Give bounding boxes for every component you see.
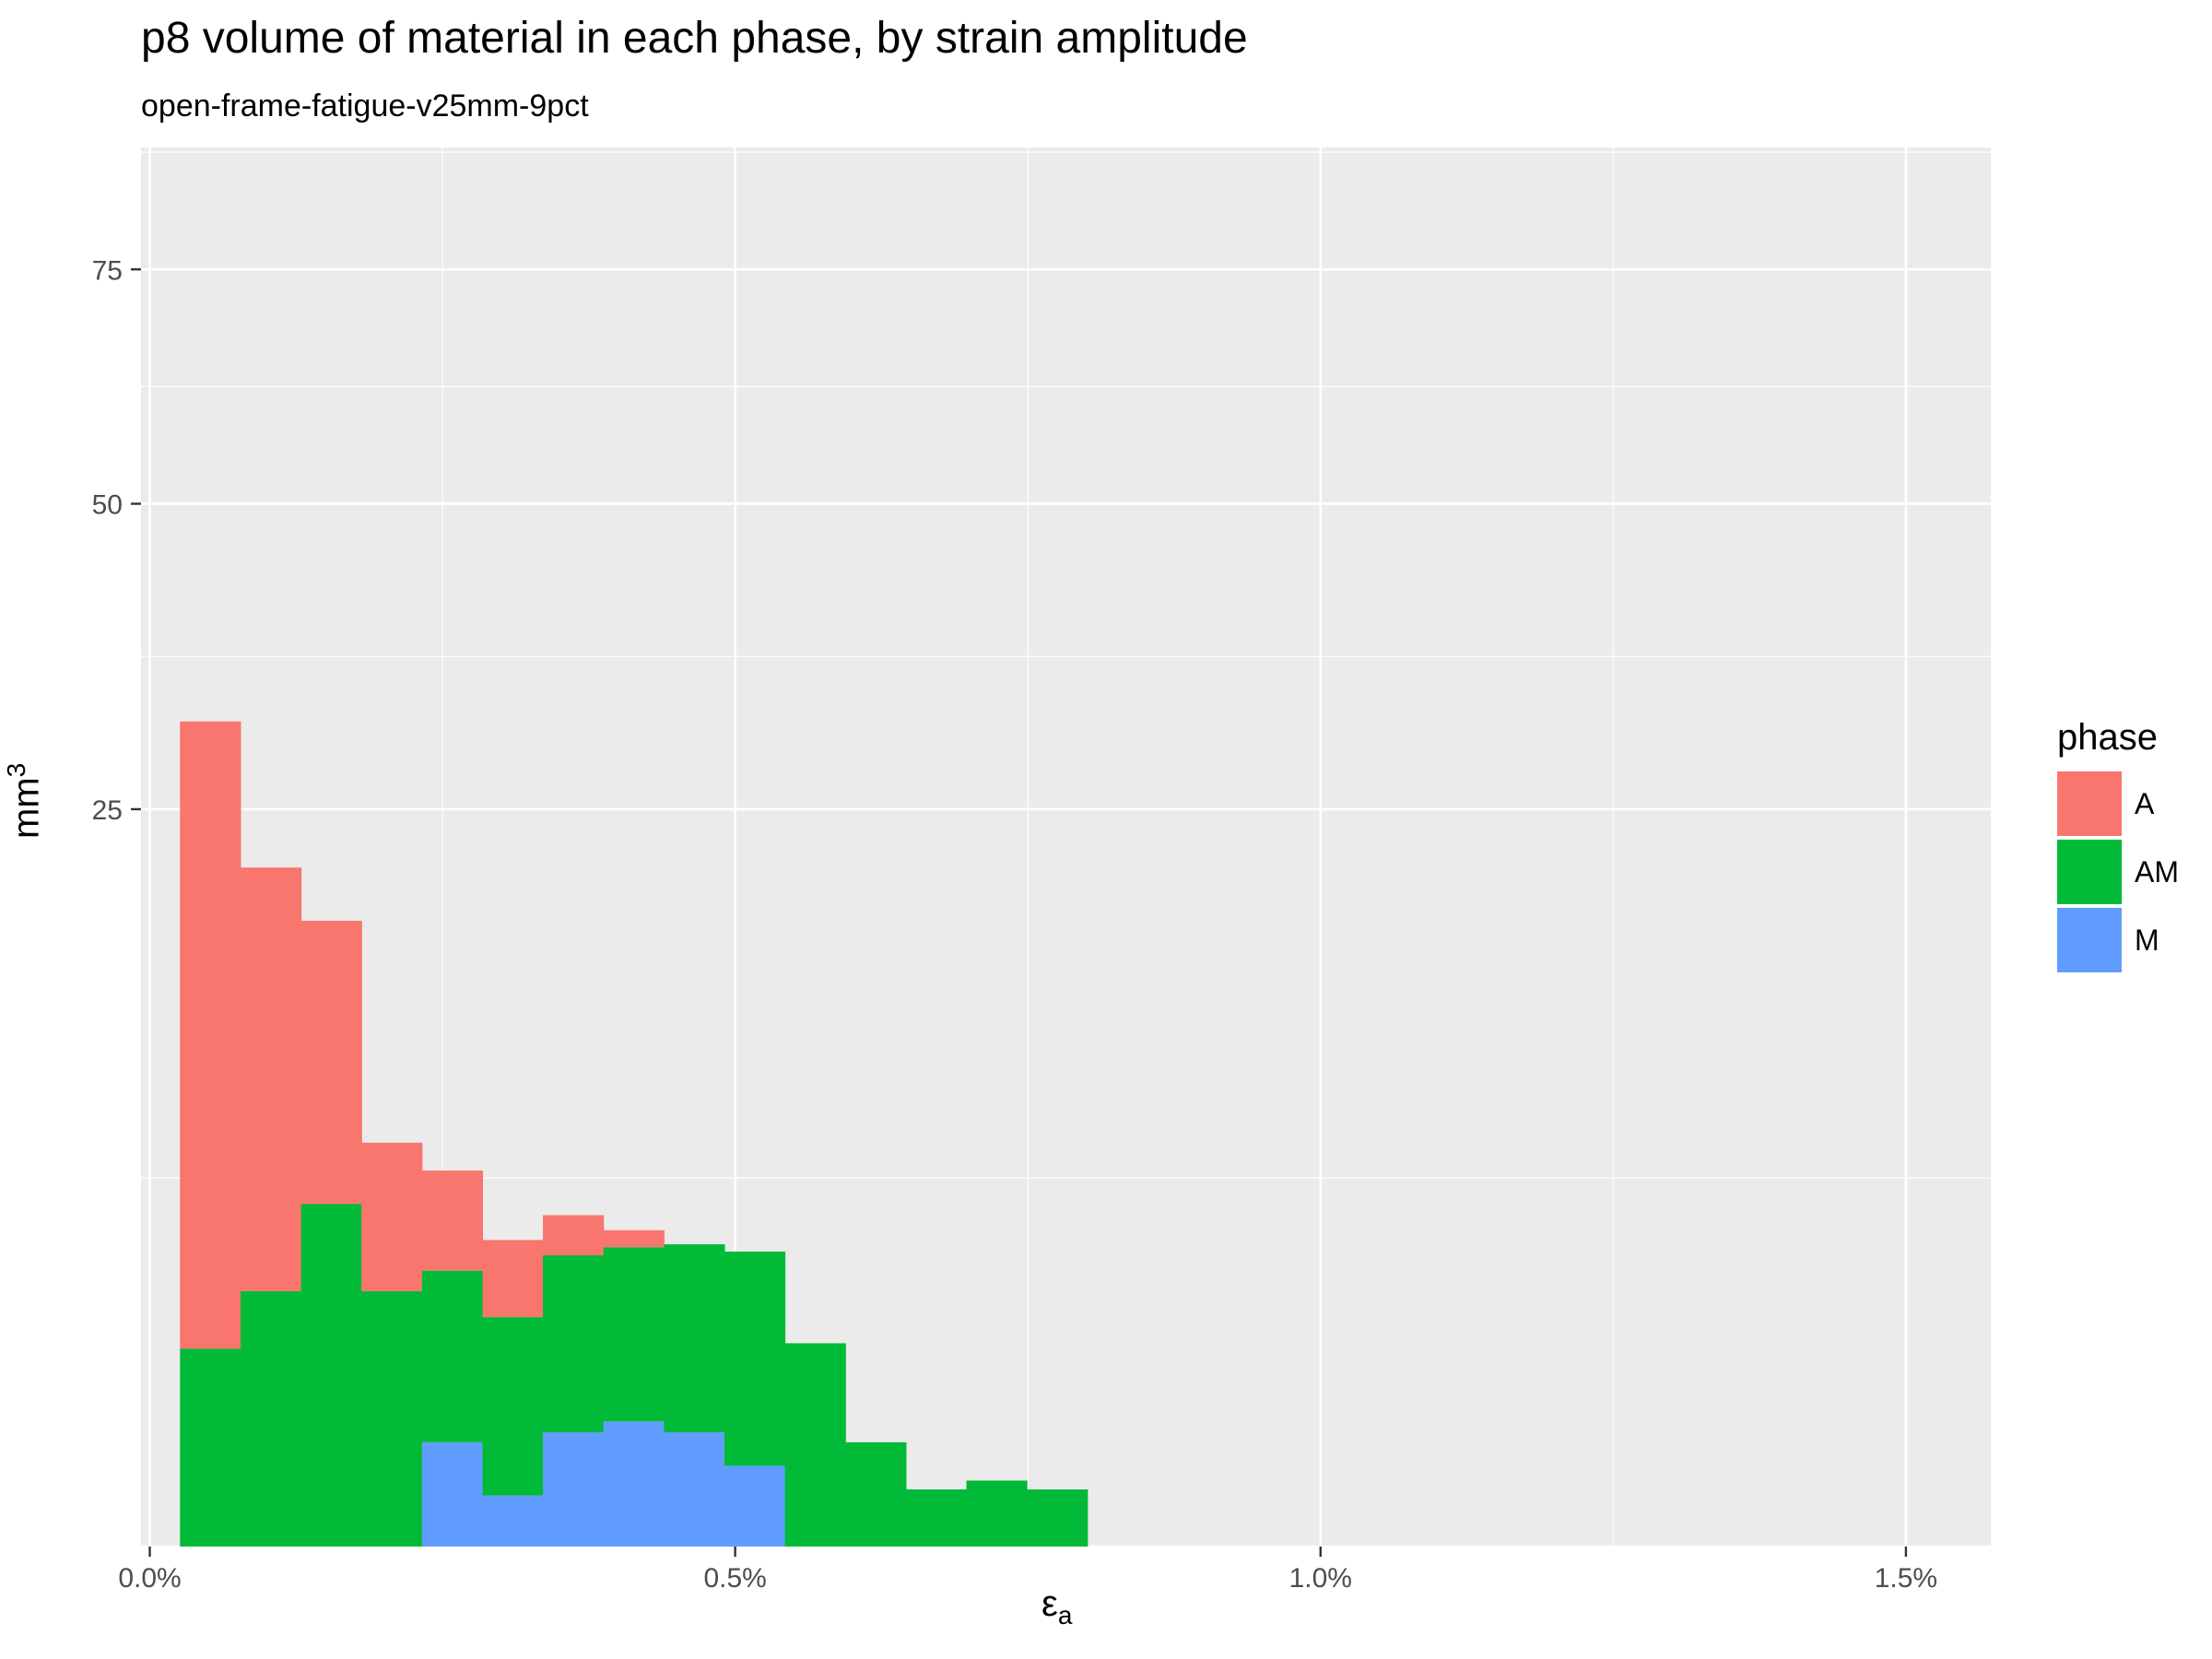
legend-title: phase	[2057, 717, 2158, 758]
y-tick-label: 50	[92, 490, 123, 521]
y-tick-label: 25	[92, 795, 123, 826]
bar-m	[482, 1495, 544, 1547]
bar-am	[966, 1480, 1028, 1547]
bar-am	[784, 1343, 846, 1547]
legend-label-a: A	[2135, 786, 2155, 820]
y-axis-label-main: mm	[6, 777, 47, 839]
bar-a	[180, 721, 241, 1349]
bar-am	[905, 1489, 968, 1547]
bar-a	[603, 1230, 665, 1248]
legend-key-m	[2057, 908, 2122, 972]
chart-subtitle: open-frame-fatigue-v25mm-9pct	[141, 88, 589, 124]
bar-am	[664, 1244, 725, 1433]
legend-item-m: M	[2057, 906, 2179, 974]
x-tick-label: 1.5%	[1875, 1563, 1937, 1594]
bar-m	[603, 1421, 665, 1547]
bar-m	[543, 1432, 605, 1547]
axes: 25 50 75 0.0% 0.5% 1.0% 1.5%	[92, 255, 1937, 1594]
legend-key-am	[2057, 840, 2122, 904]
bar-am	[240, 1290, 302, 1547]
bar-am	[482, 1317, 544, 1496]
bar-m	[421, 1441, 484, 1547]
bar-am	[361, 1290, 423, 1547]
x-tick-label: 0.0%	[118, 1563, 181, 1594]
bar-m	[724, 1465, 786, 1547]
bar-am	[845, 1441, 907, 1547]
bar-am	[421, 1270, 484, 1442]
bar-am	[543, 1255, 605, 1433]
bar-a	[543, 1215, 605, 1256]
bar-am	[300, 1204, 362, 1547]
y-tick-label: 75	[92, 255, 123, 286]
x-axis-label: εa	[1041, 1583, 1072, 1630]
bar-am	[724, 1251, 786, 1466]
y-axis-label: mm3	[2, 763, 47, 839]
y-axis-label-sup: 3	[2, 762, 30, 778]
legend-key-a	[2057, 771, 2122, 836]
bar-am	[1027, 1489, 1088, 1547]
bar-a	[361, 1142, 423, 1291]
x-axis-label-main: ε	[1041, 1583, 1058, 1624]
legend-label-am: AM	[2135, 854, 2179, 888]
histogram-bars	[180, 721, 1088, 1547]
bar-am	[180, 1348, 241, 1547]
bar-a	[240, 867, 302, 1291]
bar-am	[603, 1247, 665, 1422]
x-tick-label: 0.5%	[703, 1563, 766, 1594]
legend-label-m: M	[2135, 923, 2159, 957]
legend-item-am: AM	[2057, 838, 2179, 906]
bar-a	[482, 1240, 544, 1318]
x-tick-label: 1.0%	[1289, 1563, 1352, 1594]
bar-a	[421, 1171, 484, 1271]
bar-a	[300, 921, 362, 1205]
x-axis-label-sub: a	[1057, 1601, 1073, 1630]
bar-m	[664, 1432, 725, 1547]
chart-title: p8 volume of material in each phase, by …	[141, 14, 1248, 63]
legend-item-a: A	[2057, 770, 2179, 838]
legend: phase A AM M	[2057, 717, 2179, 974]
